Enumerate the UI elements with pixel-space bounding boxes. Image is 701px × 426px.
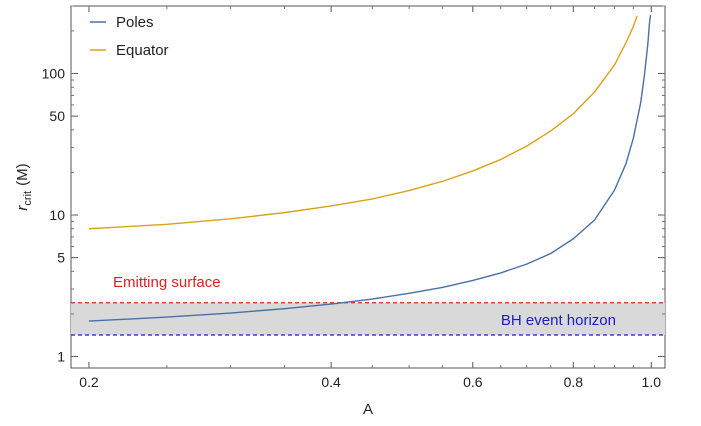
x-tick-label: 1.0 xyxy=(642,374,662,390)
legend-label-equator: Equator xyxy=(116,42,169,59)
x-tick-label: 0.4 xyxy=(321,374,341,390)
band-label-bh-event-horizon: BH event horizon xyxy=(501,312,616,329)
y-tick-label: 5 xyxy=(57,250,65,266)
x-tick-label: 0.2 xyxy=(79,374,99,390)
legend-label-poles: Poles xyxy=(116,14,154,31)
y-axis-label: rcrit(M) xyxy=(14,163,34,210)
plot-frame xyxy=(70,5,666,369)
y-tick-label: 100 xyxy=(42,66,66,82)
x-tick-label: 0.6 xyxy=(463,374,483,390)
y-tick-label: 1 xyxy=(57,349,65,365)
series-line-equator xyxy=(88,15,638,230)
y-tick-label: 50 xyxy=(49,108,65,124)
band-fill xyxy=(71,302,665,335)
x-tick-label: 0.8 xyxy=(564,374,584,390)
y-tick-label: 10 xyxy=(49,207,65,223)
band-label-emitting-surface: Emitting surface xyxy=(113,274,221,291)
x-axis-label: A xyxy=(363,401,373,418)
series-line-poles xyxy=(88,14,652,322)
